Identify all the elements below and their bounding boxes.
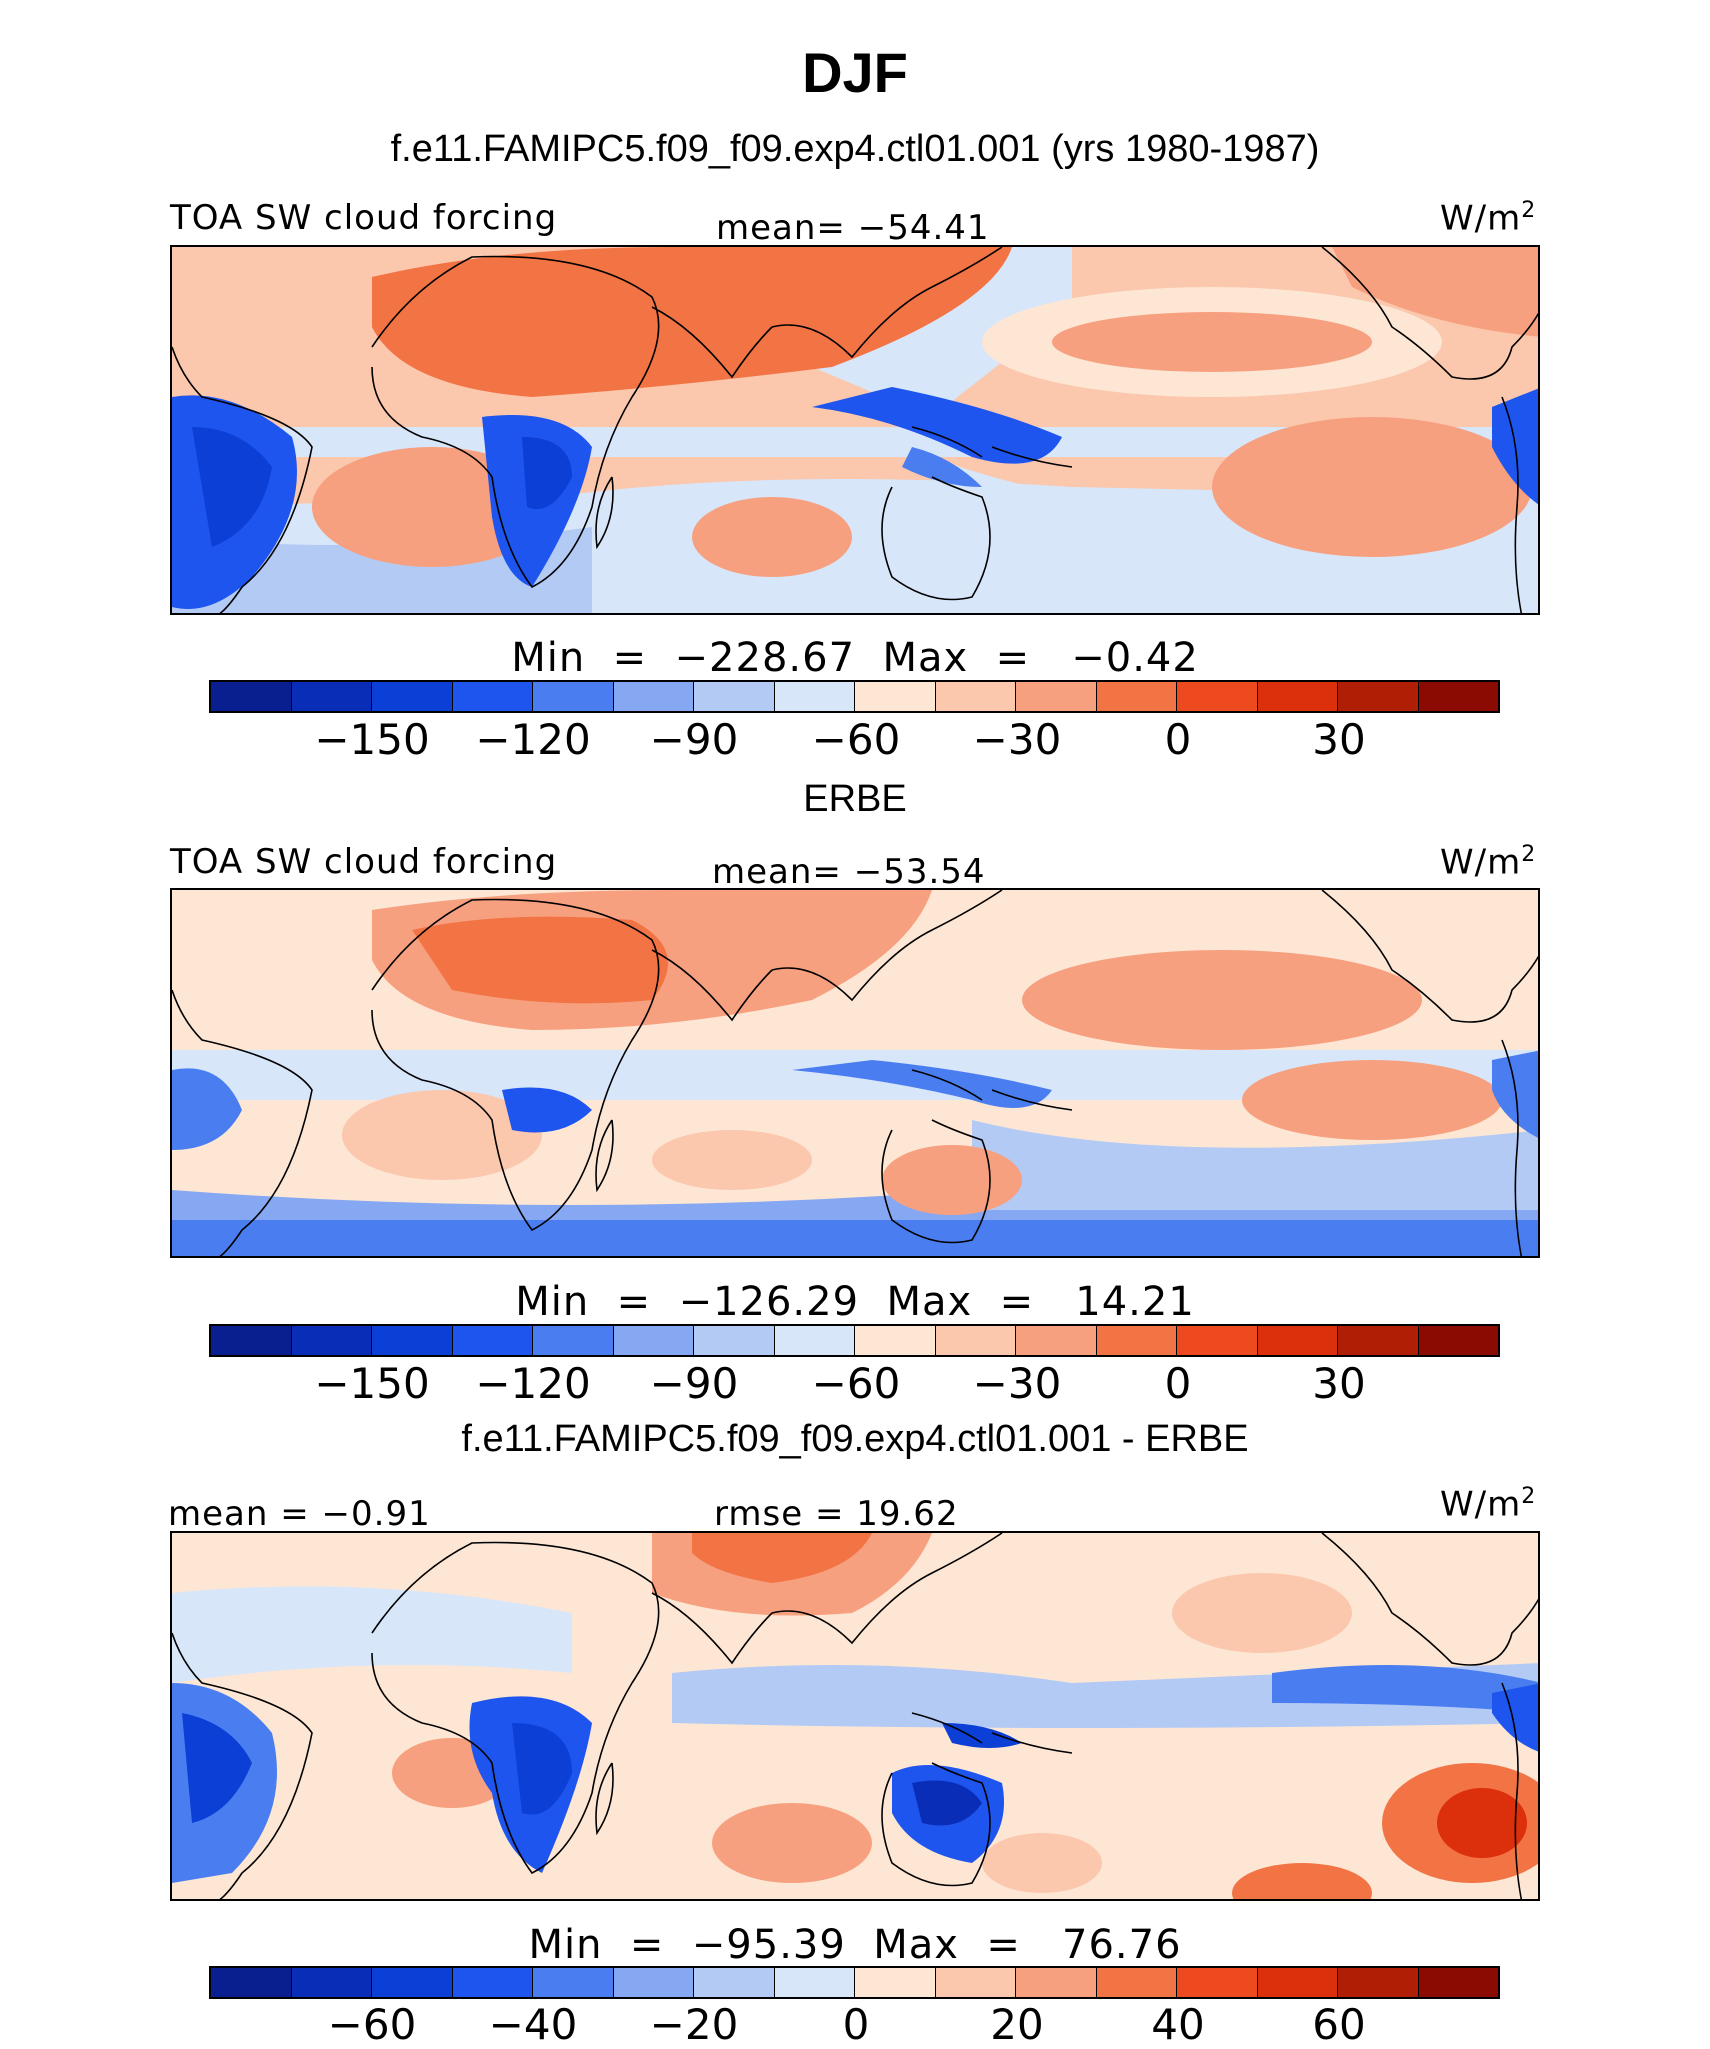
panel-2-heading: ERBE xyxy=(803,778,907,820)
colorbar-swatch xyxy=(291,1968,372,1997)
panel-1-tick: −30 xyxy=(972,715,1062,764)
panel-3-tick: −60 xyxy=(327,2000,417,2049)
colorbar-swatch xyxy=(1177,1326,1258,1355)
panel-3-tick: −40 xyxy=(488,2000,578,2049)
colorbar-swatch xyxy=(1338,682,1419,711)
panel-1-tick: −120 xyxy=(475,715,591,764)
panel-3-colorbar xyxy=(209,1966,1500,1999)
colorbar-swatch xyxy=(613,1326,694,1355)
panel-3-tick: 60 xyxy=(1312,2000,1366,2049)
colorbar-swatch xyxy=(935,1968,1016,1997)
panel-2-left-label: TOA SW cloud forcing xyxy=(170,842,558,882)
panel-1-tick: 30 xyxy=(1312,715,1366,764)
panel-1-units: W/m2 xyxy=(1440,198,1537,239)
colorbar-swatch xyxy=(774,682,855,711)
panel-1-tick: 0 xyxy=(1164,715,1192,764)
colorbar-swatch xyxy=(291,1326,372,1355)
colorbar-swatch xyxy=(1257,1968,1338,1997)
panel-3-mean-label: mean = −0.91 xyxy=(168,1494,431,1534)
panel-1-mean-label: mean= −54.41 xyxy=(716,208,990,248)
panel-2-mean-label: mean= −53.54 xyxy=(712,852,986,892)
colorbar-swatch xyxy=(452,1326,533,1355)
panel-2-units: W/m2 xyxy=(1440,842,1537,883)
colorbar-swatch xyxy=(372,1326,453,1355)
panel-2-colorbar xyxy=(209,1324,1500,1357)
colorbar-swatch xyxy=(533,1326,614,1355)
panel-2-tick: −30 xyxy=(972,1359,1062,1408)
colorbar-swatch xyxy=(774,1326,855,1355)
colorbar-swatch xyxy=(1418,1968,1498,1997)
panel-1-left-label: TOA SW cloud forcing xyxy=(170,198,558,238)
colorbar-swatch xyxy=(211,1326,292,1355)
colorbar-swatch xyxy=(372,1968,453,1997)
colorbar-swatch xyxy=(211,1968,292,1997)
panel-1-map xyxy=(170,245,1540,615)
panel-3-tick: 0 xyxy=(842,2000,870,2049)
page-subtitle: f.e11.FAMIPC5.f09_f09.exp4.ctl01.001 (yr… xyxy=(390,128,1320,170)
panel-3-heading: f.e11.FAMIPC5.f09_f09.exp4.ctl01.001 - E… xyxy=(461,1418,1249,1460)
panel-2-map xyxy=(170,888,1540,1258)
colorbar-swatch xyxy=(1177,682,1258,711)
panel-1-tick: −60 xyxy=(811,715,901,764)
colorbar-swatch xyxy=(935,682,1016,711)
panel-3-units: W/m2 xyxy=(1440,1484,1537,1525)
panel-1-colorbar xyxy=(209,680,1500,713)
colorbar-swatch xyxy=(452,1968,533,1997)
panel-1-minmax: Min = −228.67 Max = −0.42 xyxy=(511,635,1199,681)
panel-2-tick: 0 xyxy=(1164,1359,1192,1408)
colorbar-swatch xyxy=(1418,682,1498,711)
colorbar-swatch xyxy=(855,682,936,711)
colorbar-swatch xyxy=(1257,682,1338,711)
colorbar-swatch xyxy=(1338,1326,1419,1355)
colorbar-swatch xyxy=(291,682,372,711)
panel-2-tick: −150 xyxy=(314,1359,430,1408)
colorbar-swatch xyxy=(774,1968,855,1997)
colorbar-swatch xyxy=(1016,1326,1097,1355)
panel-1-tick: −150 xyxy=(314,715,430,764)
page-title: DJF xyxy=(802,41,908,104)
colorbar-swatch xyxy=(694,1968,775,1997)
panel-3-map xyxy=(170,1531,1540,1901)
colorbar-swatch xyxy=(935,1326,1016,1355)
panel-3-minmax: Min = −95.39 Max = 76.76 xyxy=(528,1922,1182,1968)
colorbar-swatch xyxy=(694,1326,775,1355)
colorbar-swatch xyxy=(1096,1968,1177,1997)
colorbar-swatch xyxy=(1016,1968,1097,1997)
colorbar-swatch xyxy=(533,682,614,711)
panel-1-tick: −90 xyxy=(649,715,739,764)
colorbar-swatch xyxy=(533,1968,614,1997)
panel-3-tick: −20 xyxy=(649,2000,739,2049)
panel-2-minmax: Min = −126.29 Max = 14.21 xyxy=(515,1279,1195,1325)
colorbar-swatch xyxy=(1096,1326,1177,1355)
colorbar-swatch xyxy=(452,682,533,711)
colorbar-swatch xyxy=(1418,1326,1498,1355)
colorbar-swatch xyxy=(1177,1968,1258,1997)
panel-3-tick: 20 xyxy=(990,2000,1044,2049)
panel-2-tick: −120 xyxy=(475,1359,591,1408)
panel-2-tick: −60 xyxy=(811,1359,901,1408)
panel-2-tick: 30 xyxy=(1312,1359,1366,1408)
colorbar-swatch xyxy=(1096,682,1177,711)
colorbar-swatch xyxy=(855,1968,936,1997)
colorbar-swatch xyxy=(372,682,453,711)
colorbar-swatch xyxy=(694,682,775,711)
panel-3-rmse-label: rmse = 19.62 xyxy=(714,1494,959,1534)
colorbar-swatch xyxy=(211,682,292,711)
colorbar-swatch xyxy=(613,682,694,711)
colorbar-swatch xyxy=(1257,1326,1338,1355)
panel-3-tick: 40 xyxy=(1151,2000,1205,2049)
panel-2-tick: −90 xyxy=(649,1359,739,1408)
colorbar-swatch xyxy=(1016,682,1097,711)
colorbar-swatch xyxy=(1338,1968,1419,1997)
colorbar-swatch xyxy=(613,1968,694,1997)
colorbar-swatch xyxy=(855,1326,936,1355)
